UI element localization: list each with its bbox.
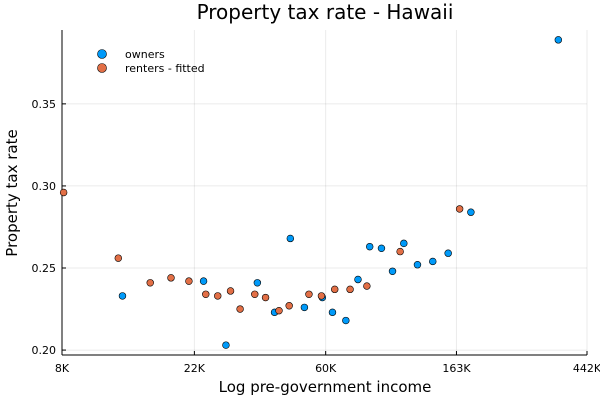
series-0-point	[253, 279, 262, 287]
series-0-point	[554, 36, 563, 44]
series-0-point	[342, 316, 350, 325]
y-tick-label: 0.25	[32, 262, 57, 275]
series-0-point	[444, 249, 452, 257]
series-1-point	[185, 277, 193, 285]
series-1-point	[202, 290, 210, 298]
series-0-point	[199, 277, 208, 285]
series-1-point	[455, 205, 464, 213]
legend-marker	[97, 63, 107, 73]
axes: 8K 22K 60K 163K 442K 0.20 0.25 0.30 0.35	[32, 30, 600, 375]
series-1-point	[261, 293, 270, 302]
series-1-point	[305, 290, 313, 298]
series-1-point	[396, 247, 404, 256]
y-tick-label: 0.20	[32, 344, 57, 357]
y-axis-label: Property tax rate	[3, 129, 21, 256]
series-1-point	[285, 302, 293, 310]
grid	[61, 30, 588, 355]
legend-marker	[97, 49, 107, 59]
series-1-point	[59, 188, 68, 197]
series-0-point	[377, 244, 386, 253]
series-1-point	[251, 290, 259, 298]
x-tick-label: 163K	[442, 362, 471, 375]
series-1-point	[275, 306, 283, 315]
series-1-point	[226, 287, 235, 295]
series-0-point	[429, 257, 437, 266]
series-0-point	[366, 242, 374, 251]
legend-label: renters - fitted	[125, 62, 205, 75]
series-1-point	[114, 254, 122, 262]
series-0-point	[118, 292, 127, 300]
series-0-point	[467, 208, 475, 216]
x-axis-label: Log pre-government income	[219, 378, 432, 396]
x-tick-label: 442K	[573, 362, 600, 375]
series-0-point	[328, 308, 337, 317]
data-points	[59, 36, 563, 349]
series-1-point	[167, 274, 175, 282]
series-0-point	[400, 239, 408, 248]
series-0-point	[286, 234, 295, 243]
x-tick-label: 8K	[55, 362, 70, 375]
legend-label: owners	[125, 48, 165, 61]
series-1-point	[346, 285, 354, 294]
y-tick-label: 0.30	[32, 180, 57, 193]
chart-title: Property tax rate - Hawaii	[197, 0, 454, 24]
series-1-point	[146, 279, 154, 287]
series-0-point	[388, 267, 397, 275]
series-0-point	[222, 341, 230, 349]
series-1-point	[363, 282, 371, 290]
series-1-point	[236, 305, 244, 313]
x-tick-label: 60K	[315, 362, 337, 375]
series-1-point	[317, 292, 326, 300]
series-0-point	[300, 303, 309, 312]
series-0-point	[413, 261, 422, 269]
x-tick-label: 22K	[184, 362, 206, 375]
series-0-point	[354, 275, 362, 284]
series-1-point	[214, 292, 222, 300]
series-1-point	[331, 285, 339, 294]
y-tick-label: 0.35	[32, 98, 57, 111]
